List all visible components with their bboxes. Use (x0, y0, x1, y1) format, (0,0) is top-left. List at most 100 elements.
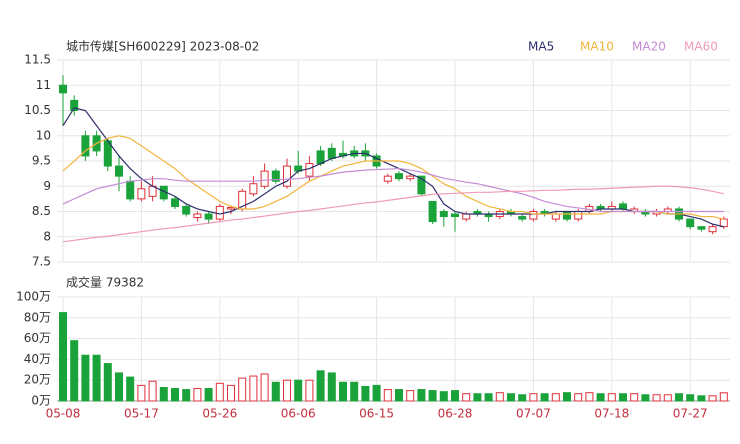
volume-bar (339, 381, 347, 402)
volume-bar (518, 394, 527, 402)
x-tick-label: 05-17 (124, 407, 159, 421)
chart-title: 城市传媒[SH600229] 2023-08-02 (66, 39, 259, 54)
volume-bar (227, 384, 235, 402)
volume-bar (495, 392, 504, 402)
candle-body (428, 200, 437, 223)
volume-bar (126, 376, 135, 402)
x-tick-label: 07-07 (516, 407, 551, 421)
volume-bar (81, 354, 90, 402)
candle-body (204, 213, 213, 220)
volume-bar (630, 393, 639, 402)
volume-bar (596, 393, 605, 402)
volume-bar (529, 393, 538, 402)
candle-body (708, 226, 717, 233)
volume-bar (193, 388, 202, 402)
volume-bar (697, 395, 706, 402)
y-tick-label: 40万 (24, 352, 51, 366)
candle-body (439, 211, 448, 218)
x-tick-label: 05-26 (202, 407, 237, 421)
volume-bar (417, 389, 426, 402)
volume-bar (540, 393, 549, 402)
candle-body (171, 198, 179, 207)
volume-bar (137, 384, 146, 402)
volume-bar (182, 389, 191, 402)
candle-body (81, 135, 90, 157)
y-tick-label: 100万 (16, 290, 51, 304)
volume-bar (92, 354, 101, 402)
y-tick-label: 10 (36, 128, 51, 142)
candle-body (271, 170, 280, 182)
candle-body (260, 170, 269, 187)
volume-bar (675, 393, 683, 402)
volume-bar (663, 394, 672, 402)
volume-bar (439, 391, 448, 402)
volume-bar (574, 393, 583, 402)
candle-body (451, 213, 459, 218)
y-tick-label: 8.5 (32, 204, 51, 218)
volume-bar (238, 377, 247, 402)
x-tick-label: 06-28 (438, 407, 473, 421)
volume-bar (641, 394, 650, 402)
volume-bar (406, 390, 415, 402)
legend-label: MA60 (684, 40, 718, 54)
candle-body (686, 218, 695, 228)
legend-label: MA10 (580, 40, 614, 54)
y-tick-label: 60万 (24, 331, 51, 345)
volume-bar (350, 381, 359, 402)
volume-bar (260, 373, 269, 402)
volume-bar (585, 392, 594, 402)
legend-label: MA5 (528, 40, 554, 54)
candle-body (551, 213, 560, 220)
y-tick-label: 11 (36, 78, 51, 92)
candle-body (619, 203, 627, 210)
y-tick-label: 11.5 (24, 53, 51, 67)
y-tick-label: 9.5 (32, 154, 51, 168)
candle-body (417, 175, 426, 195)
volume-bar (719, 392, 728, 402)
candle-body (327, 147, 336, 159)
volume-bar (383, 389, 392, 402)
y-tick-label: 9 (43, 179, 51, 193)
candle-body (193, 213, 202, 219)
volume-bar (305, 379, 314, 402)
ma-line (62, 185, 724, 243)
volume-bar (708, 395, 717, 402)
volume-bar (327, 372, 336, 402)
volume-bar (652, 394, 661, 402)
volume-bar (271, 381, 280, 402)
volume-bar (507, 393, 515, 402)
candle-body (215, 205, 224, 220)
candle-body (305, 163, 314, 177)
volume-bar (484, 393, 493, 402)
x-tick-label: 07-27 (673, 407, 708, 421)
volume-bar (59, 312, 67, 402)
y-tick-label: 8 (43, 229, 51, 243)
y-tick-label: 10.5 (24, 103, 51, 117)
volume-bar (462, 393, 471, 402)
volume-bar (563, 392, 571, 402)
candle-body (383, 175, 392, 182)
candle-body (249, 183, 258, 195)
volume-bar (283, 379, 291, 402)
volume-bar (473, 393, 482, 402)
ma-line (62, 107, 724, 228)
volume-bar (686, 394, 695, 402)
volume-bar (215, 382, 224, 402)
candle-body (462, 213, 471, 220)
candle-body (316, 150, 325, 165)
candle-body (126, 180, 135, 200)
candle-body (395, 173, 403, 180)
volume-bar (316, 370, 325, 402)
y-tick-label: 7.5 (32, 255, 51, 269)
volume-bar (294, 379, 303, 402)
candle-body (529, 211, 538, 220)
candle-body (227, 206, 235, 210)
volume-bar (361, 385, 370, 402)
volume-bar (395, 389, 403, 402)
volume-bar (619, 393, 627, 402)
volume-title: 成交量 79382 (66, 275, 144, 290)
x-tick-label: 07-18 (594, 407, 629, 421)
x-tick-label: 06-06 (281, 407, 316, 421)
y-tick-label: 20万 (24, 373, 51, 387)
